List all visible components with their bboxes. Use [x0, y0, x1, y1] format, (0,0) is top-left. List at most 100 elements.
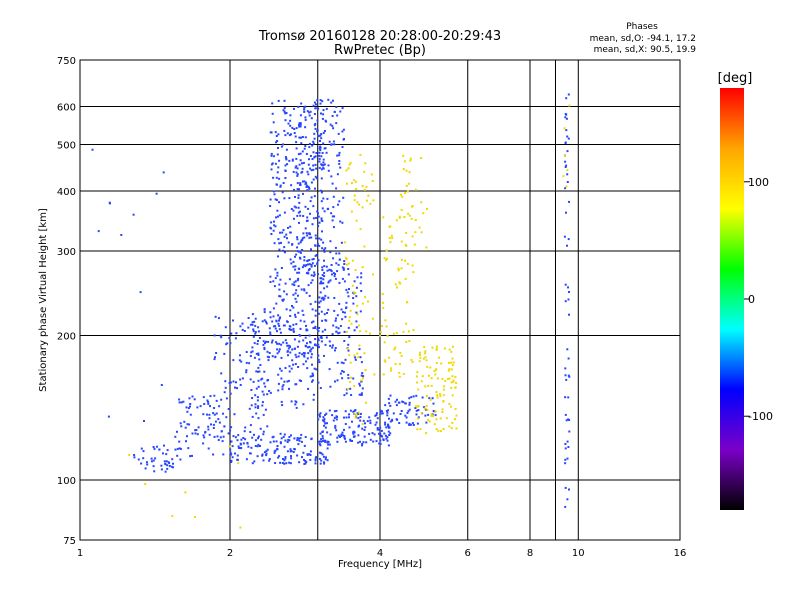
o-mode-point — [335, 122, 338, 125]
o-mode-point — [567, 374, 570, 377]
o-mode-point — [312, 398, 315, 401]
o-mode-point — [322, 278, 325, 281]
o-mode-point — [290, 457, 293, 460]
o-mode-point — [288, 328, 291, 330]
o-mode-point — [349, 439, 352, 442]
o-mode-point — [349, 409, 352, 412]
o-mode-point — [230, 459, 233, 462]
o-mode-point — [290, 434, 292, 437]
o-mode-point — [250, 351, 253, 354]
o-mode-point — [323, 461, 325, 464]
o-mode-point — [252, 328, 255, 331]
o-mode-point — [322, 158, 325, 161]
o-mode-point — [322, 419, 325, 422]
o-mode-point — [298, 124, 300, 126]
o-mode-point — [323, 275, 326, 278]
o-mode-point — [306, 170, 309, 173]
o-mode-point — [269, 311, 272, 314]
o-mode-point — [257, 379, 260, 382]
o-mode-point — [291, 126, 294, 129]
stats-x-mode: mean, sd,X: 90.5, 19.9 — [594, 45, 697, 55]
o-mode-point — [361, 444, 363, 447]
x-mode-point — [436, 377, 439, 380]
data-points — [91, 93, 571, 529]
o-mode-point — [298, 201, 301, 204]
x-mode-point — [405, 245, 408, 247]
o-mode-point — [237, 434, 240, 437]
o-mode-point — [305, 186, 308, 188]
o-mode-point — [330, 143, 332, 146]
x-mode-point — [410, 217, 413, 220]
x-mode-point — [382, 307, 385, 310]
o-mode-point — [343, 138, 345, 140]
o-mode-point — [297, 285, 300, 288]
o-mode-point — [172, 466, 174, 469]
stats-o-mode: mean, sd,O: -94.1, 17.2 — [590, 34, 696, 44]
x-mode-point — [386, 257, 389, 260]
o-mode-point — [238, 359, 241, 362]
o-mode-point — [304, 181, 307, 184]
o-mode-point — [344, 315, 347, 318]
o-mode-point — [411, 422, 414, 425]
o-mode-point — [298, 250, 301, 253]
o-mode-point — [347, 295, 350, 298]
o-mode-point — [220, 372, 223, 375]
o-mode-point — [320, 177, 323, 180]
x-mode-point — [439, 430, 442, 433]
o-mode-point — [296, 279, 299, 282]
o-mode-point — [266, 350, 269, 353]
x-mode-point — [353, 179, 356, 182]
o-mode-point — [313, 132, 316, 135]
o-mode-point — [298, 221, 300, 224]
o-mode-point — [277, 314, 280, 317]
o-mode-point — [296, 174, 299, 177]
o-mode-point — [317, 312, 320, 315]
o-mode-point — [166, 449, 169, 452]
o-mode-point — [352, 431, 355, 434]
x-mode-point — [416, 405, 419, 408]
o-mode-point — [380, 434, 383, 437]
o-mode-point — [195, 429, 198, 431]
o-mode-point — [241, 377, 244, 380]
o-mode-point — [347, 373, 350, 376]
o-mode-point — [228, 337, 231, 340]
o-mode-point — [303, 147, 306, 150]
o-mode-point — [347, 377, 350, 380]
o-mode-point — [314, 343, 317, 346]
o-mode-point — [275, 320, 278, 323]
o-mode-point — [332, 226, 335, 229]
x-mode-point — [452, 380, 455, 383]
o-mode-point — [378, 432, 380, 435]
o-mode-point — [278, 159, 281, 162]
o-mode-point — [366, 420, 369, 423]
o-mode-point — [566, 150, 569, 153]
x-mode-point — [363, 188, 366, 191]
x-mode-point — [354, 292, 357, 294]
o-mode-point — [262, 433, 265, 436]
o-mode-point — [389, 420, 392, 423]
o-mode-point — [415, 394, 418, 397]
o-mode-point — [320, 168, 323, 171]
o-mode-point — [318, 413, 321, 416]
o-mode-point — [564, 187, 567, 190]
o-mode-point — [395, 404, 398, 407]
o-mode-point — [394, 400, 397, 403]
o-mode-point — [333, 416, 336, 419]
o-mode-point — [247, 317, 250, 319]
o-mode-point — [152, 465, 155, 468]
o-mode-point — [286, 380, 289, 383]
o-mode-point — [328, 280, 331, 283]
o-mode-point — [289, 119, 292, 122]
o-mode-point — [306, 260, 309, 262]
o-mode-point — [335, 106, 338, 108]
o-mode-point — [285, 157, 288, 160]
x-mode-point — [345, 263, 348, 266]
o-mode-point — [396, 398, 398, 401]
x-mode-point — [434, 410, 437, 413]
o-mode-point — [301, 150, 304, 153]
x-mode-point — [345, 169, 348, 172]
o-mode-point — [230, 426, 233, 429]
o-mode-point — [186, 410, 189, 413]
